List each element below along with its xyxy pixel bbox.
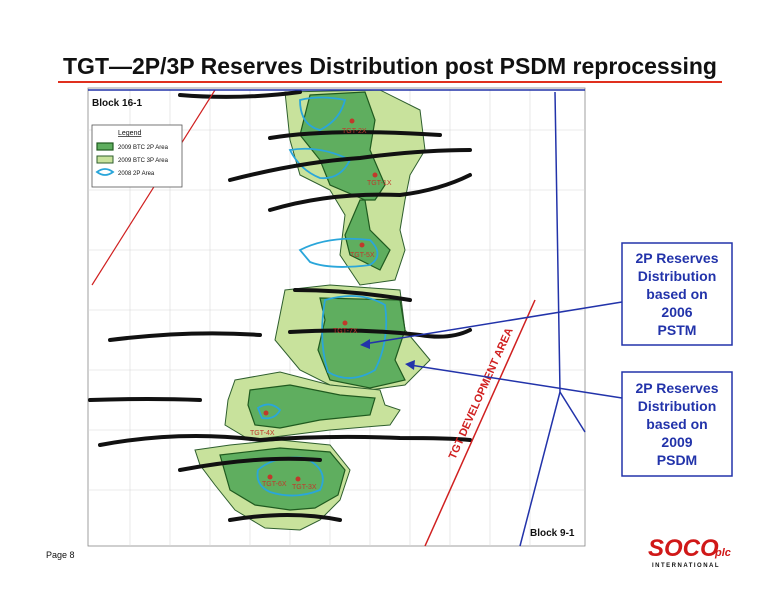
logo: SOCO plc INTERNATIONAL [648, 535, 731, 569]
fault [228, 148, 472, 182]
fault [228, 513, 342, 522]
block-boundary [519, 391, 561, 547]
block-label: Block 9-1 [530, 528, 575, 539]
area-2008-2p [298, 237, 379, 268]
legend-item: 2009 BTC 3P Area [118, 158, 169, 164]
fault [178, 456, 322, 472]
well-label: TGT-7X [333, 328, 358, 335]
fault [108, 331, 262, 342]
legend-swatch [96, 142, 114, 151]
well-label: TGT-3X [292, 484, 317, 491]
callout-line: PSDM [657, 452, 697, 468]
callout-text: 2P Reserves Distribution based on 2006 PSTM 2… [635, 250, 718, 468]
fault [268, 130, 442, 140]
arrowhead [405, 360, 415, 370]
area-2p [247, 384, 376, 429]
fault [88, 397, 202, 402]
fault [293, 288, 412, 302]
slide-title: TGT—2P/3P Reserves Distribution post PSD… [63, 53, 717, 79]
legend-title: Legend [118, 130, 141, 137]
callout-line: 2009 [661, 434, 692, 450]
well [349, 118, 355, 124]
well [263, 410, 269, 416]
wells: TGT-2X TGT-1X TGT-5X TGT-7X TGT-4X TGT-6… [250, 118, 392, 491]
area-2008-2p [256, 403, 282, 420]
logo-text: SOCO [648, 535, 719, 562]
fault [268, 173, 472, 212]
legend-item: 2008 2P Area [118, 171, 155, 177]
callout-line: 2006 [661, 304, 692, 320]
area-2008-2p [321, 295, 388, 379]
well-label: TGT-2X [342, 128, 367, 135]
callout-line: based on [646, 416, 707, 432]
well [295, 476, 301, 482]
map: Block 16-1 Block 9-1 TGT DEVELOPMENT ARE… [87, 87, 586, 547]
callout-box [621, 371, 733, 477]
page-number: Page 8 [46, 550, 75, 560]
fault [288, 328, 472, 339]
well-label: TGT-4X [250, 430, 275, 437]
legend: Legend 2009 BTC 2P Area 2009 BTC 3P Area… [91, 124, 183, 188]
callout-line: based on [646, 286, 707, 302]
arrowhead [360, 339, 370, 349]
well [359, 242, 365, 248]
well [342, 320, 348, 326]
legend-item: 2009 BTC 2P Area [118, 145, 169, 151]
well-label: TGT-5X [350, 252, 375, 259]
callout-line: Distribution [638, 268, 717, 284]
red-boundary [91, 89, 216, 286]
legend-swatch [96, 155, 114, 164]
callout-line: PSTM [658, 322, 697, 338]
area-2008-2p [299, 96, 347, 131]
callout-line: Distribution [638, 398, 717, 414]
well [267, 474, 273, 480]
callout-arrow [363, 301, 623, 345]
callout-line: 2P Reserves [635, 380, 718, 396]
development-boundary [424, 299, 536, 547]
area-2008-2p [288, 147, 352, 180]
area-2p [299, 91, 391, 271]
well-label: TGT-1X [367, 180, 392, 187]
logo-tagline: INTERNATIONAL [652, 563, 720, 569]
fault [178, 90, 302, 99]
well-label: TGT-6X [262, 481, 287, 488]
callout-arrow [409, 364, 623, 399]
well [372, 172, 378, 178]
legend-swatch [95, 168, 115, 176]
block-label: Block 16-1 [92, 98, 142, 109]
logo-suffix: plc [714, 547, 731, 559]
fault [98, 434, 472, 447]
callout-box [621, 242, 733, 346]
callout-line: 2P Reserves [635, 250, 718, 266]
callouts: 2P Reserves Distribution based on 2006 PSTM 2… [360, 242, 733, 477]
